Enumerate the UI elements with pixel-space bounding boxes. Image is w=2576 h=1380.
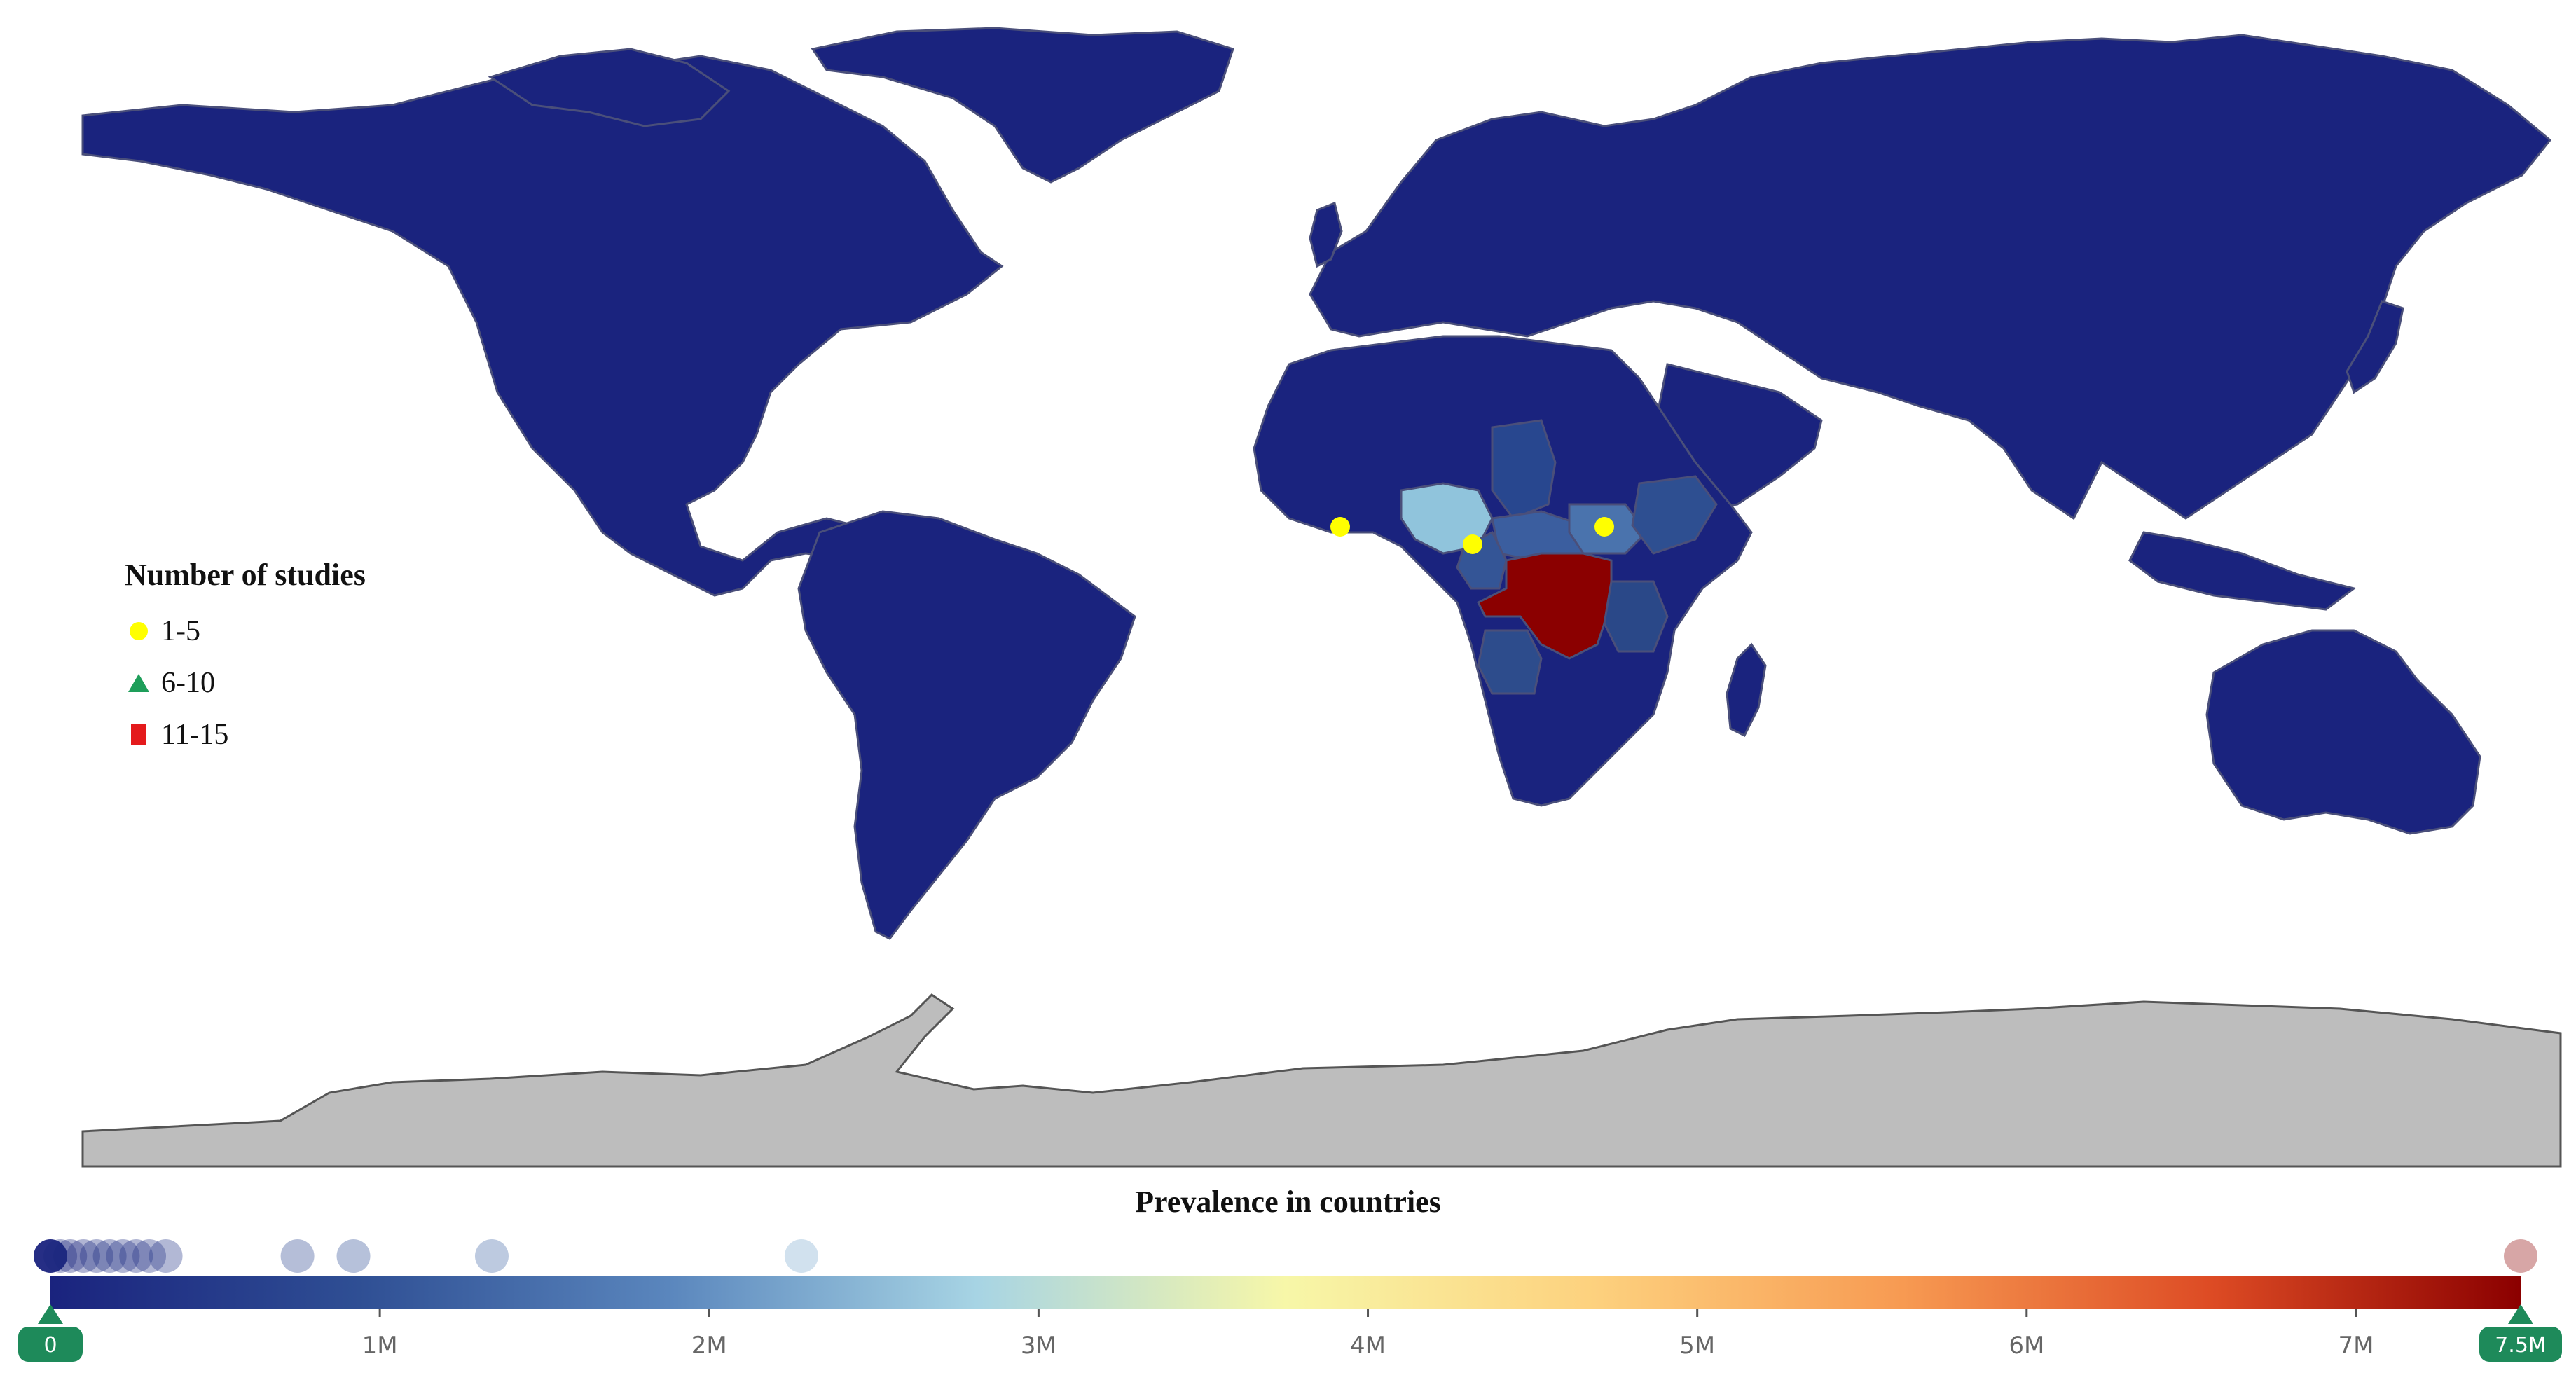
square-marker-icon [131, 724, 146, 745]
australia [2205, 629, 2481, 835]
south-america [797, 510, 1136, 940]
colorbar-value-dot [67, 1239, 101, 1273]
colorbar-value-dot [34, 1239, 67, 1273]
colorbar-tick-label: 3M [1021, 1332, 1056, 1360]
colorbar-min-handle-label: 0 [43, 1333, 57, 1358]
country-ethiopia [1631, 475, 1718, 555]
colorbar-value-dot [79, 1239, 113, 1273]
study-markers [1330, 517, 1614, 554]
colorbar-value-dot [106, 1239, 140, 1273]
colorbar-value-dot [2504, 1239, 2537, 1273]
colorbar-value-dot [280, 1239, 315, 1273]
country-dr-congo [1476, 552, 1613, 660]
triangle-marker-icon [128, 674, 149, 692]
colorbar-value-dot [149, 1239, 183, 1273]
legend-item-label: 6-10 [161, 667, 215, 699]
colorbar-value-dot [43, 1239, 78, 1273]
colorbar-value-dot [784, 1239, 818, 1273]
colorbar-value-dot [92, 1239, 127, 1273]
colorbar-title: Prevalence in countries [1135, 1185, 1441, 1219]
colorbar-value-dot [119, 1239, 153, 1273]
country-chad [1491, 419, 1557, 520]
north-america [81, 55, 1004, 597]
study-marker-ghana [1330, 517, 1350, 537]
colorbar-tick-label: 5M [1679, 1332, 1715, 1360]
arctic-islands [488, 48, 731, 127]
colorbar-gradient [50, 1276, 2521, 1309]
madagascar [1726, 642, 1767, 738]
united-kingdom [1309, 201, 1343, 268]
colorbar: 1M 2M 3M 4M 5M 6M 7M 0 7.5M [18, 1239, 2562, 1362]
country-angola [1477, 629, 1543, 695]
colorbar-tick-label: 1M [362, 1332, 398, 1360]
colorbar-min-handle-pointer-icon[interactable] [38, 1304, 63, 1324]
japan [2346, 300, 2404, 394]
legend-item-label: 1-5 [161, 615, 200, 647]
colorbar-min-handle[interactable] [18, 1327, 83, 1362]
country-tanzania [1603, 580, 1669, 653]
colorbar-max-handle-label: 7.5M [2495, 1333, 2547, 1358]
colorbar-tick-label: 4M [1350, 1332, 1386, 1360]
colorbar-tick-label: 6M [2009, 1332, 2044, 1360]
circle-marker-icon [130, 622, 148, 640]
legend-items: 1-5 6-10 11-15 [125, 605, 366, 761]
legend-title: Number of studies [125, 558, 366, 592]
colorbar-max-handle-pointer-icon[interactable] [2508, 1304, 2533, 1324]
southeast-asia-islands [2128, 531, 2357, 611]
colorbar-value-dot [336, 1239, 371, 1273]
legend-item: 6-10 [125, 657, 366, 709]
colorbar-value-dot [53, 1239, 88, 1273]
legend-item: 1-5 [125, 605, 366, 657]
legend-item: 11-15 [125, 709, 366, 761]
legend-item-label: 11-15 [161, 719, 229, 751]
greenland [811, 27, 1234, 184]
colorbar-value-dot [132, 1239, 167, 1273]
colorbar-tick-label: 7M [2338, 1332, 2374, 1360]
legend: Number of studies 1-5 6-10 11-15 [125, 557, 366, 761]
antarctica [81, 993, 2562, 1168]
colorbar-max-handle[interactable] [2479, 1327, 2562, 1362]
colorbar-tick-label: 2M [691, 1332, 727, 1360]
study-marker-cameroon [1463, 534, 1482, 554]
study-marker-south-sudan [1594, 517, 1614, 537]
colorbar-value-dot [474, 1239, 509, 1273]
